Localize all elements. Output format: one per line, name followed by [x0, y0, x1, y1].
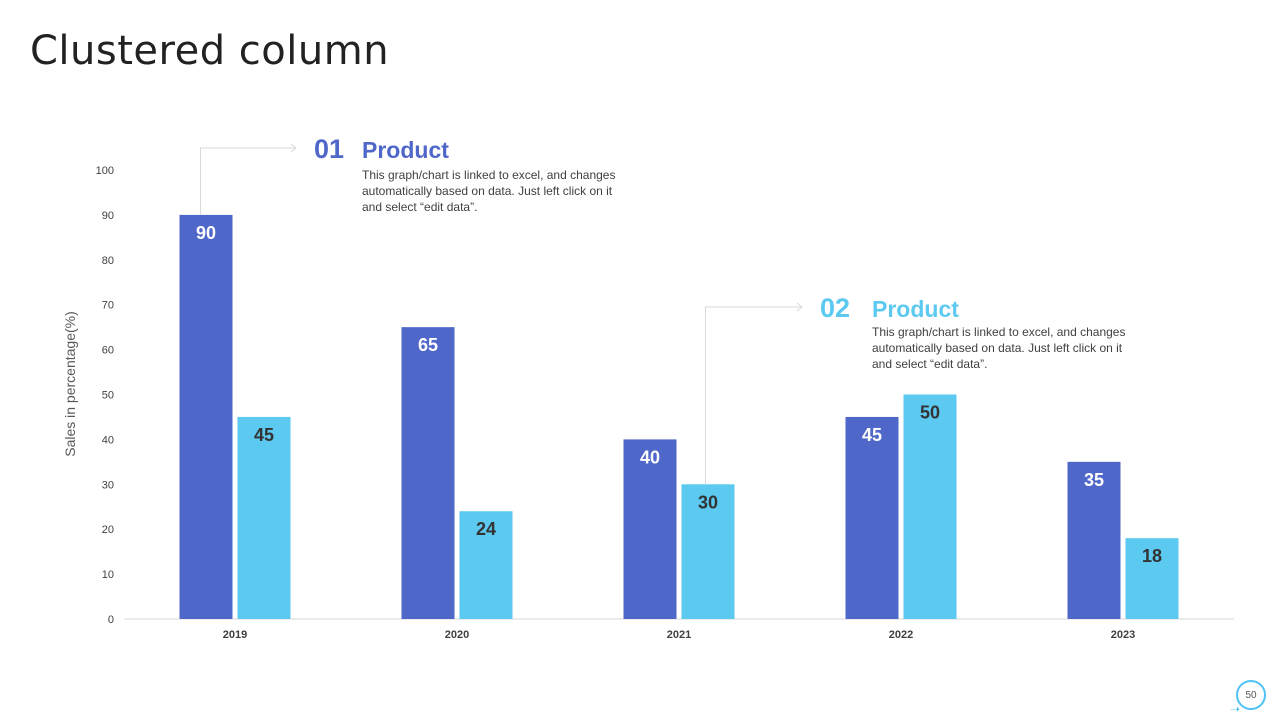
callout-body: This graph/chart is linked to excel, and… — [872, 325, 1126, 371]
bar-2019-series-2 — [237, 416, 291, 619]
callout-01-connector — [200, 147, 296, 215]
data-label: 50 — [920, 403, 940, 423]
page-number: 50 — [1236, 680, 1266, 710]
y-tick-label: 50 — [102, 390, 114, 402]
y-tick-label: 30 — [102, 479, 114, 491]
data-label: 40 — [640, 447, 660, 467]
bar-2020-series-2 — [459, 511, 513, 619]
data-label: 45 — [254, 425, 274, 445]
x-tick-label: 2021 — [667, 629, 691, 641]
callout-number: 02 — [820, 293, 851, 323]
bar-2022-series-1 — [845, 416, 899, 619]
y-tick-label: 70 — [102, 300, 114, 312]
bar-2023-series-1 — [1067, 461, 1121, 619]
data-label: 90 — [196, 223, 216, 243]
x-tick-label: 2020 — [445, 629, 469, 641]
y-axis-title: Sales in percentage(%) — [62, 311, 78, 457]
bar-2022-series-2 — [903, 394, 957, 619]
y-tick-label: 90 — [102, 210, 114, 222]
data-label: 45 — [862, 425, 882, 445]
x-tick-label: 2022 — [889, 629, 913, 641]
data-label: 65 — [418, 335, 438, 355]
bar-2021-series-1 — [623, 439, 677, 619]
callout-body: This graph/chart is linked to excel, and… — [362, 168, 616, 214]
bar-2020-series-1 — [401, 327, 455, 619]
y-tick-label: 40 — [102, 434, 114, 446]
callout-01-connector-arrowhead — [290, 143, 297, 153]
data-label: 18 — [1142, 546, 1162, 566]
callout-heading: Product — [362, 137, 449, 163]
callout-02-connector-arrowhead — [796, 302, 803, 312]
callout-heading: Product — [872, 296, 959, 322]
callout-02-connector — [705, 306, 802, 485]
x-tick-label: 2023 — [1111, 629, 1135, 641]
bar-2021-series-2 — [681, 484, 735, 619]
y-tick-label: 60 — [102, 345, 114, 357]
y-tick-label: 20 — [102, 524, 114, 536]
y-tick-label: 100 — [96, 165, 114, 177]
y-tick-label: 80 — [102, 255, 114, 267]
bar-2023-series-2 — [1125, 538, 1179, 619]
y-tick-label: 10 — [102, 569, 114, 581]
refresh-arrow-icon: ➝ — [1229, 702, 1240, 716]
data-label: 24 — [476, 519, 496, 539]
x-tick-label: 2019 — [223, 629, 247, 641]
page-title: Clustered column — [30, 28, 390, 74]
data-label: 30 — [698, 492, 718, 512]
callout-number: 01 — [314, 134, 345, 164]
data-label: 35 — [1084, 470, 1104, 490]
bar-2019-series-1 — [179, 214, 233, 619]
y-tick-label: 0 — [108, 614, 114, 626]
